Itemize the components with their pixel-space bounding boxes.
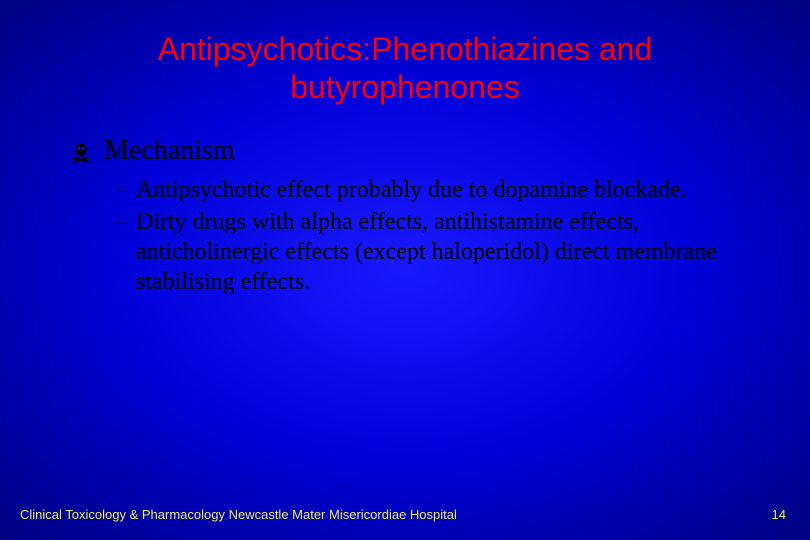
title-line-2: butyrophenones	[290, 69, 520, 105]
title-line-1: Antipsychotics:Phenothiazines and	[158, 31, 653, 67]
skull-crossbones-icon	[70, 141, 92, 163]
page-number: 14	[772, 507, 786, 522]
section-heading: Mechanism	[104, 135, 235, 167]
slide-container: Antipsychotics:Phenothiazines and butyro…	[0, 0, 810, 540]
list-item-text: Antipsychotic effect probably due to dop…	[136, 175, 687, 205]
footer-text: Clinical Toxicology & Pharmacology Newca…	[20, 507, 457, 522]
list-item-text: Dirty drugs with alpha effects, antihist…	[136, 207, 730, 297]
slide-title: Antipsychotics:Phenothiazines and butyro…	[100, 30, 710, 107]
list-item: – Dirty drugs with alpha effects, antihi…	[116, 207, 730, 297]
bullet-list: – Antipsychotic effect probably due to d…	[116, 175, 730, 297]
dash-icon: –	[116, 175, 128, 205]
list-item: – Antipsychotic effect probably due to d…	[116, 175, 730, 205]
dash-icon: –	[116, 207, 128, 297]
heading-row: Mechanism	[70, 135, 770, 167]
